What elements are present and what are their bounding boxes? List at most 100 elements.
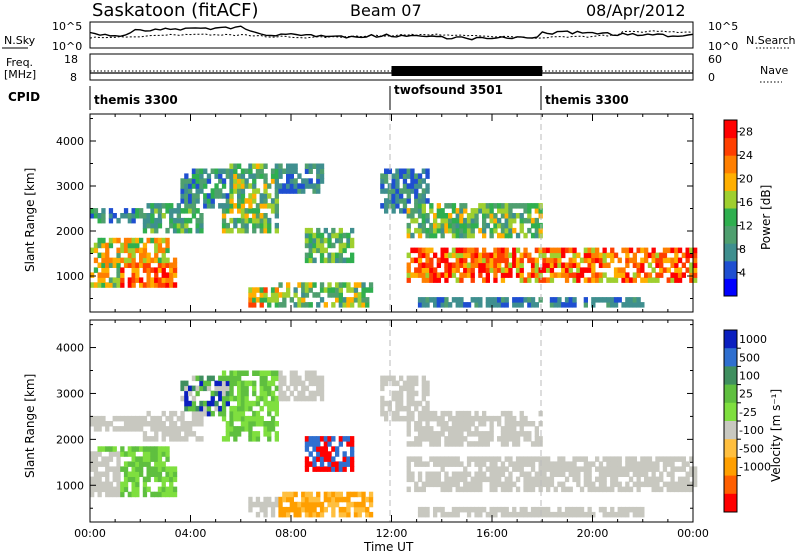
- power-cell: [448, 227, 453, 234]
- velocity-cell: [647, 476, 653, 483]
- velocity-cell: [489, 431, 494, 437]
- power-cell: [542, 252, 547, 259]
- power-cell: [161, 282, 166, 288]
- velocity-cell: [316, 380, 321, 387]
- y-tick-label: 2000: [56, 225, 84, 238]
- power-cell: [199, 222, 204, 229]
- velocity-cell: [515, 511, 521, 518]
- velocity-cell: [221, 415, 227, 422]
- power-cell: [685, 267, 690, 273]
- power-cell: [319, 232, 325, 239]
- power-cell: [380, 173, 385, 179]
- power-cell: [564, 262, 570, 268]
- velocity-cell: [316, 466, 321, 472]
- power-cell: [365, 297, 370, 303]
- velocity-cell: [293, 375, 298, 382]
- velocity-cell: [293, 385, 298, 392]
- power-cell: [139, 262, 144, 268]
- power-cell: [523, 232, 528, 239]
- velocity-cell: [274, 385, 279, 392]
- velocity-cell: [338, 506, 343, 513]
- power-cell: [286, 292, 291, 298]
- power-cell: [493, 213, 498, 219]
- velocity-cell: [670, 476, 675, 483]
- velocity-cell: [154, 431, 159, 437]
- velocity-cell: [380, 395, 385, 402]
- velocity-cell: [595, 456, 600, 462]
- power-cell: [237, 198, 242, 204]
- power-cell: [572, 272, 577, 278]
- velocity-cell: [90, 421, 95, 427]
- power-cell: [225, 222, 230, 229]
- power-cell: [515, 262, 521, 268]
- velocity-cell: [500, 486, 506, 493]
- velocity-cell: [142, 476, 148, 483]
- velocity-cell: [139, 471, 144, 477]
- power-cell: [255, 297, 261, 303]
- velocity-cell: [640, 506, 645, 513]
- power-cell: [417, 227, 423, 234]
- power-cell: [406, 222, 411, 229]
- power-cell: [527, 277, 532, 283]
- power-cell: [361, 287, 366, 293]
- power-cell: [286, 168, 291, 174]
- power-cell: [229, 193, 234, 199]
- velocity-cell: [154, 415, 159, 422]
- velocity-cell: [421, 380, 426, 387]
- velocity-cell: [263, 400, 268, 407]
- velocity-cell: [576, 466, 581, 472]
- velocity-cell: [172, 491, 178, 498]
- velocity-cell: [489, 461, 494, 467]
- power-cell: [368, 282, 374, 288]
- power-cell: [93, 247, 99, 254]
- power-cell: [316, 302, 321, 308]
- power-cell: [410, 173, 415, 179]
- velocity-cell: [139, 461, 144, 467]
- power-cell: [659, 252, 664, 259]
- velocity-cell: [297, 511, 302, 518]
- velocity-cell: [659, 471, 664, 477]
- velocity-cell: [142, 491, 148, 498]
- velocity-cell: [161, 491, 166, 498]
- power-cell: [214, 173, 219, 179]
- velocity-cell: [259, 506, 264, 513]
- velocity-cell: [312, 511, 317, 518]
- power-cell: [229, 188, 234, 194]
- power-cell: [335, 282, 340, 288]
- power-cell: [154, 222, 159, 229]
- power-cell: [214, 183, 219, 189]
- power-cell: [425, 232, 430, 239]
- power-cell: [237, 183, 242, 189]
- power-cell: [395, 173, 400, 179]
- velocity-cell: [304, 501, 310, 508]
- velocity-cell: [108, 421, 114, 427]
- velocity-cell: [142, 436, 148, 442]
- velocity-cell: [489, 481, 494, 488]
- velocity-cell: [444, 410, 449, 417]
- power-cell: [493, 222, 498, 229]
- x-tick-label: 00:00: [677, 527, 709, 540]
- velocity-cell: [361, 501, 366, 508]
- power-cell: [387, 198, 392, 204]
- velocity-cell: [561, 511, 566, 518]
- velocity-cell: [534, 471, 539, 477]
- x-tick-label: 20:00: [577, 527, 609, 540]
- power-cell: [240, 168, 246, 174]
- power-cell: [157, 217, 163, 224]
- power-cell: [425, 227, 430, 234]
- velocity-cell: [406, 476, 411, 483]
- velocity-cell: [146, 471, 151, 477]
- power-cell: [142, 213, 148, 219]
- y-tick-label: 1000: [56, 479, 84, 492]
- velocity-cell: [278, 380, 283, 387]
- velocity-cell: [429, 456, 434, 462]
- velocity-cell: [628, 476, 634, 483]
- velocity-cell: [395, 400, 400, 407]
- power-cell: [391, 203, 396, 209]
- power-cell: [274, 188, 279, 194]
- power-cell: [402, 208, 408, 214]
- power-cell: [602, 272, 607, 278]
- power-cell: [410, 272, 415, 278]
- power-cell: [515, 302, 521, 308]
- power-cell: [270, 198, 276, 204]
